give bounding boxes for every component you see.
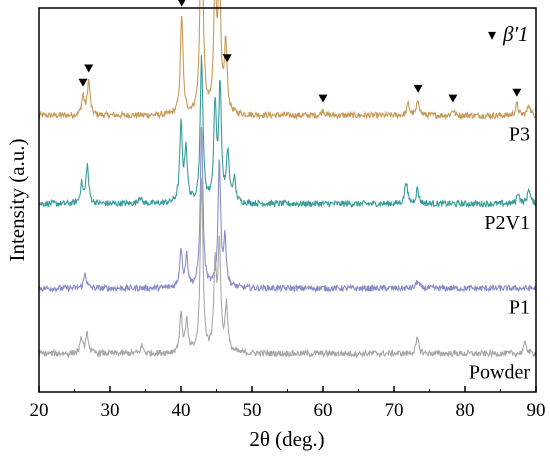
series-label: Powder (469, 362, 530, 384)
x-tick-label: 40 (172, 400, 191, 421)
y-axis-title: Intensity (a.u.) (5, 138, 29, 261)
peak-marker-icon (318, 94, 328, 103)
series-line-p1 (38, 126, 537, 294)
x-tick-label: 50 (243, 400, 262, 421)
peak-marker-icon (84, 64, 94, 73)
x-tick-label: 80 (456, 400, 475, 421)
x-tick-label: 60 (314, 400, 333, 421)
x-tick-label: 90 (527, 400, 546, 421)
series-line-powder (38, 178, 537, 359)
peak-marker-icon (413, 84, 423, 93)
series-label: P1 (509, 296, 530, 318)
peak-marker-icon (512, 88, 522, 97)
series-line-p3 (38, 0, 537, 121)
legend-label: β′1 (502, 22, 529, 46)
series-label: P3 (509, 124, 530, 146)
peak-marker-icon (177, 0, 186, 7)
x-tick-label: 70 (385, 400, 404, 421)
series-layer: P3 P2V1 P1 Powder (38, 0, 537, 384)
x-tick-label: 20 (30, 400, 49, 421)
peak-marker-icon (448, 94, 458, 103)
peak-marker-icon (222, 54, 232, 63)
series-label: P2V1 (484, 212, 530, 234)
peak-marker-icon (78, 78, 88, 87)
legend-marker-icon: ▾ (488, 27, 496, 44)
legend: ▾ β′1 (488, 22, 529, 46)
series-line-p2v1 (38, 55, 537, 209)
x-axis-ticks: 20 30 40 50 60 70 80 90 (30, 386, 546, 421)
x-tick-label: 30 (101, 400, 120, 421)
x-axis-title: 2θ (deg.) (249, 427, 324, 451)
peak-marker-layer (78, 0, 522, 103)
